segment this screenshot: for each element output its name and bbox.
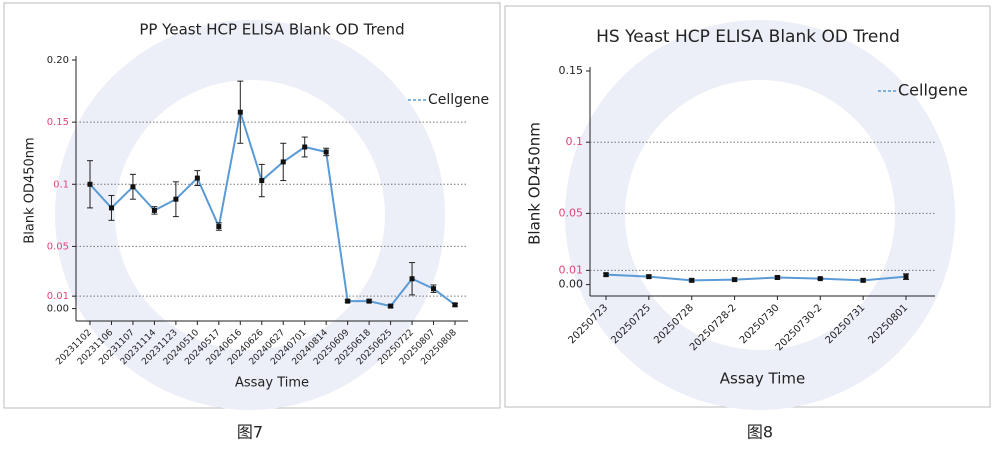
y-axis-label: Blank OD450nm [526,122,544,245]
data-point [732,277,738,283]
data-point [194,175,200,181]
caption: 图7 [237,423,263,442]
data-point [452,302,458,308]
data-point [689,277,695,283]
watermark [55,20,445,410]
data-point [216,224,222,230]
y-tick-label: 0.15 [47,117,69,128]
chart-title: PP Yeast HCP ELISA Blank OD Trend [139,21,404,39]
series-line [89,111,456,308]
x-axis-label: Assay Time [235,376,309,391]
data-point [345,298,351,304]
legend-label: Cellgene [898,81,968,100]
data-point [603,272,609,278]
data-point [388,303,394,309]
y-tick-label: 0.1 [53,179,69,190]
y-tick-label: 0.05 [47,241,69,252]
data-point [860,277,866,283]
data-point [130,184,136,190]
y-tick-label: 0.1 [566,135,584,148]
data-point [646,274,652,280]
x-axis-label: Assay Time [720,370,805,388]
data-point [237,109,243,115]
y-tick-label: 0.05 [559,206,584,219]
data-point [903,274,909,280]
data-point [151,207,157,213]
data-point [817,276,823,282]
watermark [565,20,955,410]
data-point [259,178,265,184]
y-tick-label: 0.00 [559,278,584,291]
data-point [87,181,93,187]
data-point [302,144,308,150]
y-tick-label: 0.00 [47,304,69,315]
y-tick-label: 0.20 [47,55,69,66]
data-point [173,196,179,202]
legend-label: Cellgene [428,92,489,108]
series-line [605,273,907,282]
y-axis-label: Blank OD450nm [23,137,38,243]
chart-title: HS Yeast HCP ELISA Blank OD Trend [596,27,900,47]
data-point [366,298,372,304]
data-point [108,205,114,211]
caption: 图8 [747,423,773,442]
y-tick-label: 0.01 [559,263,584,276]
data-point [280,159,286,165]
data-point [431,286,437,292]
data-point [774,274,780,280]
data-point [409,276,415,282]
y-tick-label: 0.15 [559,64,584,77]
y-tick-label: 0.01 [47,291,69,302]
data-point [323,149,329,155]
